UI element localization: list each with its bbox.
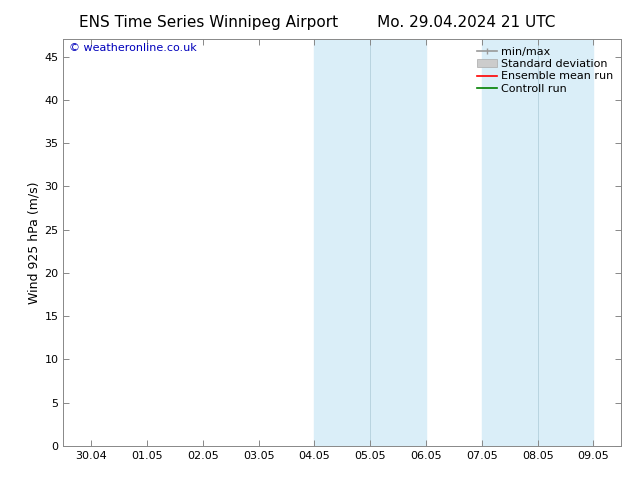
Bar <box>482 39 593 446</box>
Text: ENS Time Series Winnipeg Airport        Mo. 29.04.2024 21 UTC: ENS Time Series Winnipeg Airport Mo. 29.… <box>79 15 555 30</box>
Legend: min/max, Standard deviation, Ensemble mean run, Controll run: min/max, Standard deviation, Ensemble me… <box>475 45 616 96</box>
Bar <box>314 39 426 446</box>
Y-axis label: Wind 925 hPa (m/s): Wind 925 hPa (m/s) <box>27 181 40 304</box>
Text: © weatheronline.co.uk: © weatheronline.co.uk <box>69 43 197 53</box>
